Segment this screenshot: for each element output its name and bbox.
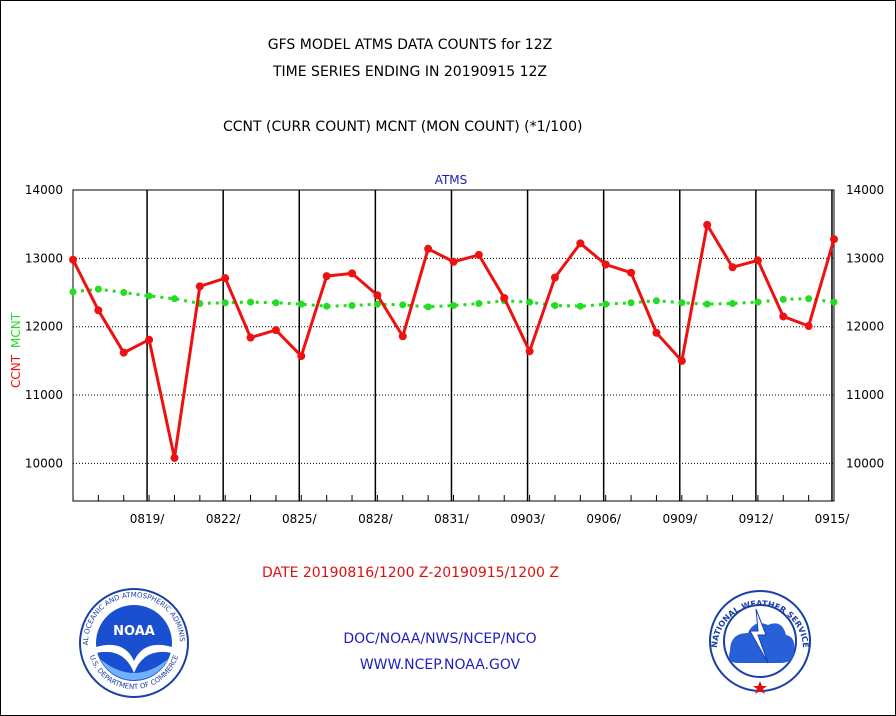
- ccnt-point: [677, 356, 686, 365]
- ccnt-point: [550, 273, 559, 282]
- x-tick-label: 0912/: [739, 512, 775, 526]
- ccnt-point: [779, 312, 788, 321]
- ccnt-point: [576, 239, 585, 248]
- mcnt-point: [373, 300, 381, 308]
- mcnt-point: [779, 295, 787, 303]
- ccnt-point: [246, 333, 255, 342]
- x-tick-label: 0906/: [586, 512, 622, 526]
- y-tick-label-left: 11000: [25, 388, 63, 402]
- ccnt-point: [830, 235, 838, 244]
- mcnt-point: [450, 302, 457, 310]
- ccnt-point: [703, 220, 712, 229]
- mcnt-point: [348, 302, 356, 310]
- chart-title-line2: TIME SERIES ENDING IN 20190915 12Z: [273, 64, 547, 80]
- y-axis-label-group: CCNT MCNT: [9, 312, 23, 388]
- y-tick-label-left: 13000: [25, 251, 63, 265]
- mcnt-point: [272, 299, 280, 307]
- ccnt-point: [398, 332, 407, 341]
- mcnt-point: [576, 302, 584, 310]
- ccnt-point: [753, 256, 762, 265]
- y-axis-label-ccnt: CCNT: [9, 354, 23, 388]
- mcnt-point: [247, 298, 255, 306]
- x-tick-label: 0903/: [510, 512, 546, 526]
- website-link[interactable]: WWW.NCEP.NOAA.GOV: [359, 657, 521, 673]
- x-tick-label: 0819/: [130, 512, 166, 526]
- x-tick-label: 0822/: [206, 512, 242, 526]
- mcnt-point: [94, 285, 102, 293]
- mcnt-point: [602, 300, 610, 308]
- ccnt-point: [69, 255, 77, 264]
- mcnt-point: [805, 295, 813, 303]
- x-tick-label: 0828/: [358, 512, 394, 526]
- mcnt-point: [424, 303, 432, 311]
- mcnt-point: [754, 298, 762, 306]
- ccnt-point: [474, 250, 483, 259]
- noaa-logo: NOAA NATIONAL OCEANIC AND ATMOSPHERIC AD…: [79, 588, 189, 698]
- ccnt-point: [449, 257, 458, 266]
- y-tick-label-left: 12000: [25, 320, 63, 334]
- y-tick-label-right: 12000: [846, 320, 884, 334]
- ccnt-point: [221, 274, 230, 283]
- ccnt-point: [322, 272, 331, 281]
- noaa-logo-text: NOAA: [113, 624, 155, 639]
- ccnt-point: [525, 347, 534, 356]
- ccnt-point: [500, 293, 509, 302]
- y-tick-label-right: 13000: [846, 251, 884, 265]
- plot-area-border: [72, 189, 835, 502]
- ccnt-point: [170, 453, 179, 462]
- x-tick-label: 0915/: [815, 512, 851, 526]
- ccnt-point: [145, 335, 154, 344]
- organization-label[interactable]: DOC/NOAA/NWS/NCEP/NCO: [343, 631, 537, 647]
- national-weather-service-logo: NATIONAL WEATHER SERVICE: [709, 590, 811, 694]
- y-axis-label-mcnt: MCNT: [9, 312, 23, 348]
- y-tick-label-left: 14000: [25, 183, 63, 197]
- mcnt-point: [830, 298, 838, 306]
- ccnt-point: [652, 328, 661, 337]
- axis-layer: 10000 10000 11000 11000 12000 12000 13000 13000…: [25, 183, 884, 526]
- ccnt-point: [373, 291, 382, 300]
- mcnt-point: [703, 300, 711, 308]
- y-tick-label-right: 10000: [846, 456, 884, 470]
- mcnt-point: [627, 299, 635, 307]
- mcnt-point: [551, 302, 559, 310]
- plot-label: ATMS: [435, 173, 468, 187]
- mcnt-point: [170, 295, 178, 303]
- date-range-label: DATE 20190816/1200 Z-20190915/1200 Z: [262, 565, 559, 581]
- grid-layer: [72, 190, 835, 501]
- x-tick-label: 0825/: [282, 512, 318, 526]
- ccnt-point: [804, 322, 813, 331]
- mcnt-point: [323, 302, 331, 310]
- ccnt-point: [627, 268, 636, 277]
- ccnt-point: [271, 326, 280, 335]
- chart-title-line1: GFS MODEL ATMS DATA COUNTS for 12Z: [267, 37, 553, 53]
- mcnt-point: [297, 300, 305, 308]
- ccnt-point: [424, 244, 433, 253]
- x-tick-label: 0909/: [662, 512, 698, 526]
- x-tick-label: 0831/: [434, 512, 470, 526]
- ccnt-point: [195, 282, 204, 291]
- mcnt-point: [652, 297, 660, 305]
- mcnt-point: [399, 301, 407, 309]
- y-tick-label-right: 14000: [846, 183, 884, 197]
- mcnt-point: [221, 299, 229, 307]
- ccnt-point: [119, 348, 128, 357]
- ccnt-point: [297, 352, 306, 361]
- ccnt-point: [348, 269, 357, 278]
- y-tick-label-left: 10000: [25, 456, 63, 470]
- ccnt-point: [601, 260, 610, 269]
- series-layer: [69, 220, 838, 462]
- mcnt-point: [120, 289, 128, 297]
- mcnt-point: [729, 299, 737, 307]
- mcnt-point: [69, 288, 77, 296]
- y-tick-label-right: 11000: [846, 388, 884, 402]
- mcnt-point: [526, 298, 534, 306]
- ccnt-point: [728, 263, 737, 272]
- mcnt-point: [145, 292, 153, 300]
- ccnt-point: [94, 306, 103, 315]
- chart-subtitle: CCNT (CURR COUNT) MCNT (MON COUNT) (*1/1…: [223, 119, 583, 135]
- mcnt-point: [475, 299, 483, 307]
- mcnt-point: [678, 299, 686, 307]
